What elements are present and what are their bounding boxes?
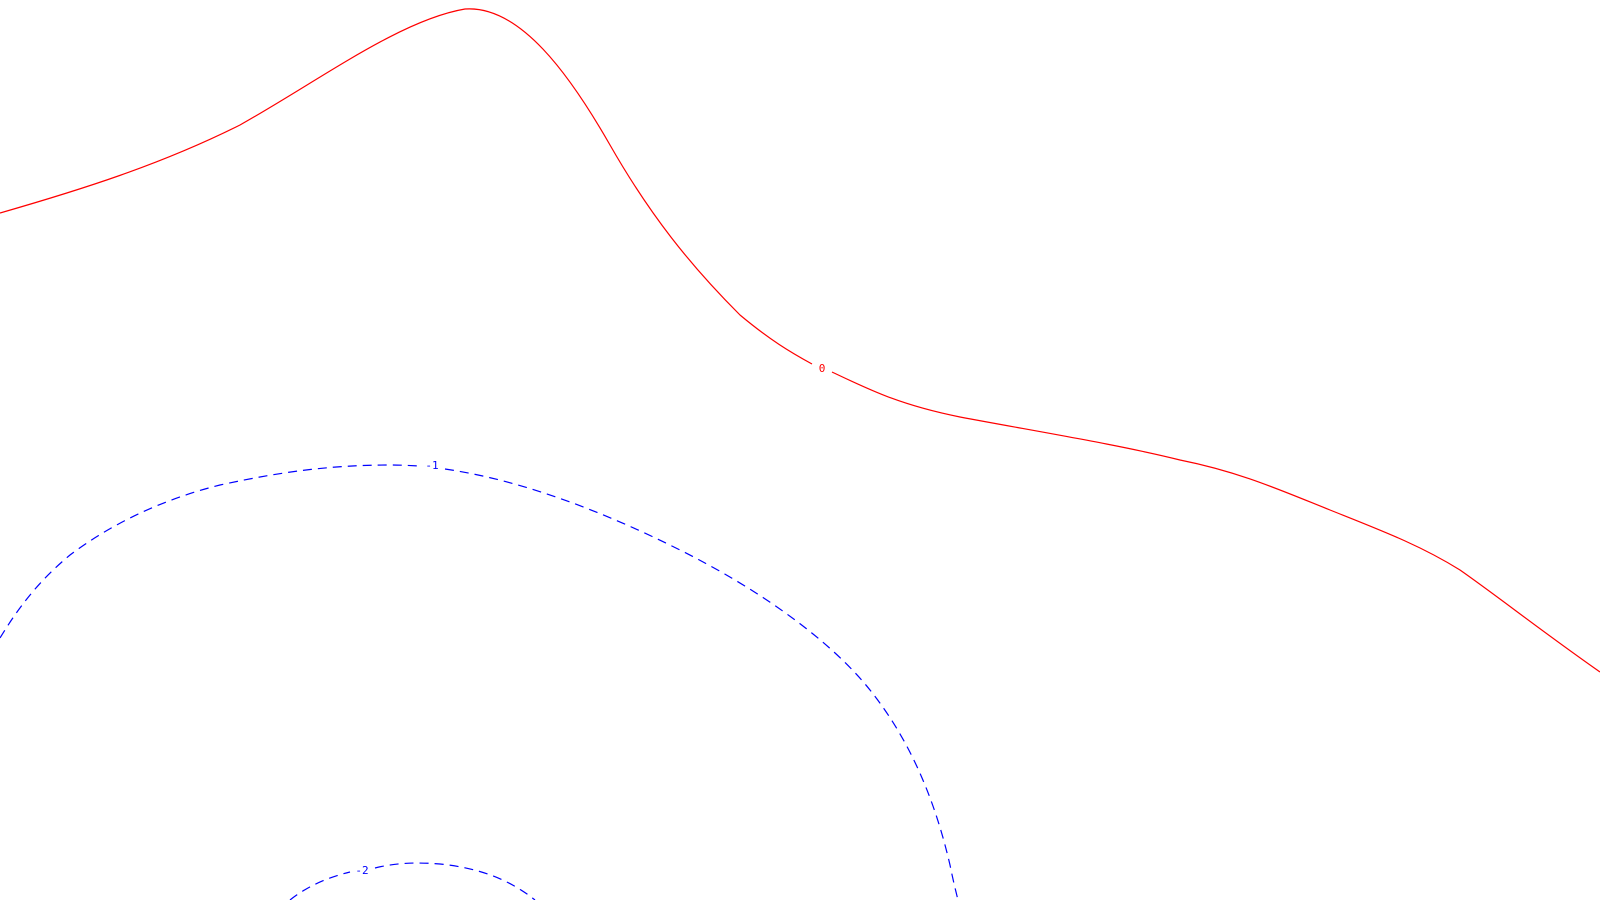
contour-label-minus-two: -2 bbox=[355, 864, 368, 877]
contour-line-zero bbox=[0, 8, 813, 365]
contour-line-minus-one bbox=[0, 464, 423, 639]
contour-line-zero-continued bbox=[831, 371, 1600, 673]
contour-line-minus-two bbox=[289, 871, 351, 900]
contour-label-zero: 0 bbox=[819, 362, 826, 375]
contour-label-minus-one: -1 bbox=[425, 459, 438, 472]
contour-line-minus-two-continued bbox=[374, 862, 536, 900]
contour-line-minus-one-continued bbox=[444, 468, 959, 900]
